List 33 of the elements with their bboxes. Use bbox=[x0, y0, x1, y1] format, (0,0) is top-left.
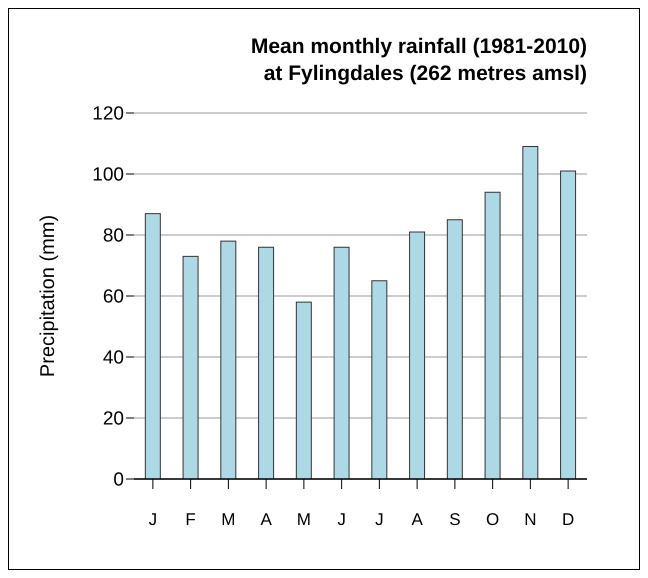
bar bbox=[560, 170, 576, 479]
chart-title: Mean monthly rainfall (1981-2010) at Fylingdales (262 metres amsl) bbox=[250, 34, 587, 87]
bar bbox=[334, 246, 350, 479]
x-tick-label: A bbox=[411, 510, 424, 530]
bar bbox=[182, 256, 199, 479]
y-tick-label: 0 bbox=[113, 470, 124, 491]
y-tick-label: 80 bbox=[102, 226, 124, 247]
y-axis-title: Precipitation (mm) bbox=[37, 214, 60, 378]
bar bbox=[371, 280, 388, 479]
x-tick-label: M bbox=[221, 510, 236, 530]
y-tick-label: 40 bbox=[102, 348, 124, 369]
bar bbox=[220, 240, 236, 479]
y-tick-label: 120 bbox=[92, 104, 124, 125]
x-tick-label: A bbox=[260, 510, 272, 530]
x-tick-label: J bbox=[148, 510, 158, 530]
bar bbox=[409, 231, 426, 479]
x-tick-label: N bbox=[524, 510, 537, 530]
y-tick-label: 100 bbox=[92, 164, 124, 186]
bar bbox=[144, 213, 161, 479]
bar bbox=[522, 146, 538, 479]
x-tick-label: J bbox=[337, 510, 346, 530]
bar bbox=[484, 192, 501, 479]
x-tick-label: F bbox=[185, 510, 196, 530]
x-tick-label: J bbox=[375, 510, 384, 530]
x-tick-label: M bbox=[296, 510, 311, 530]
y-tick-label: 20 bbox=[102, 408, 124, 430]
bar bbox=[446, 219, 463, 479]
bar bbox=[296, 302, 312, 479]
x-tick-label: S bbox=[449, 510, 461, 530]
x-tick-label: O bbox=[486, 510, 500, 530]
y-tick-label: 60 bbox=[102, 286, 124, 308]
bar bbox=[258, 246, 274, 479]
x-tick-label: D bbox=[562, 510, 574, 530]
